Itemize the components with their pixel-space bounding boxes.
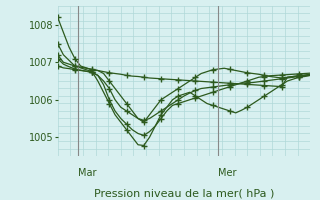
Text: Pression niveau de la mer( hPa ): Pression niveau de la mer( hPa ) xyxy=(94,189,274,199)
Text: Mer: Mer xyxy=(218,168,236,178)
Text: Mar: Mar xyxy=(78,168,96,178)
